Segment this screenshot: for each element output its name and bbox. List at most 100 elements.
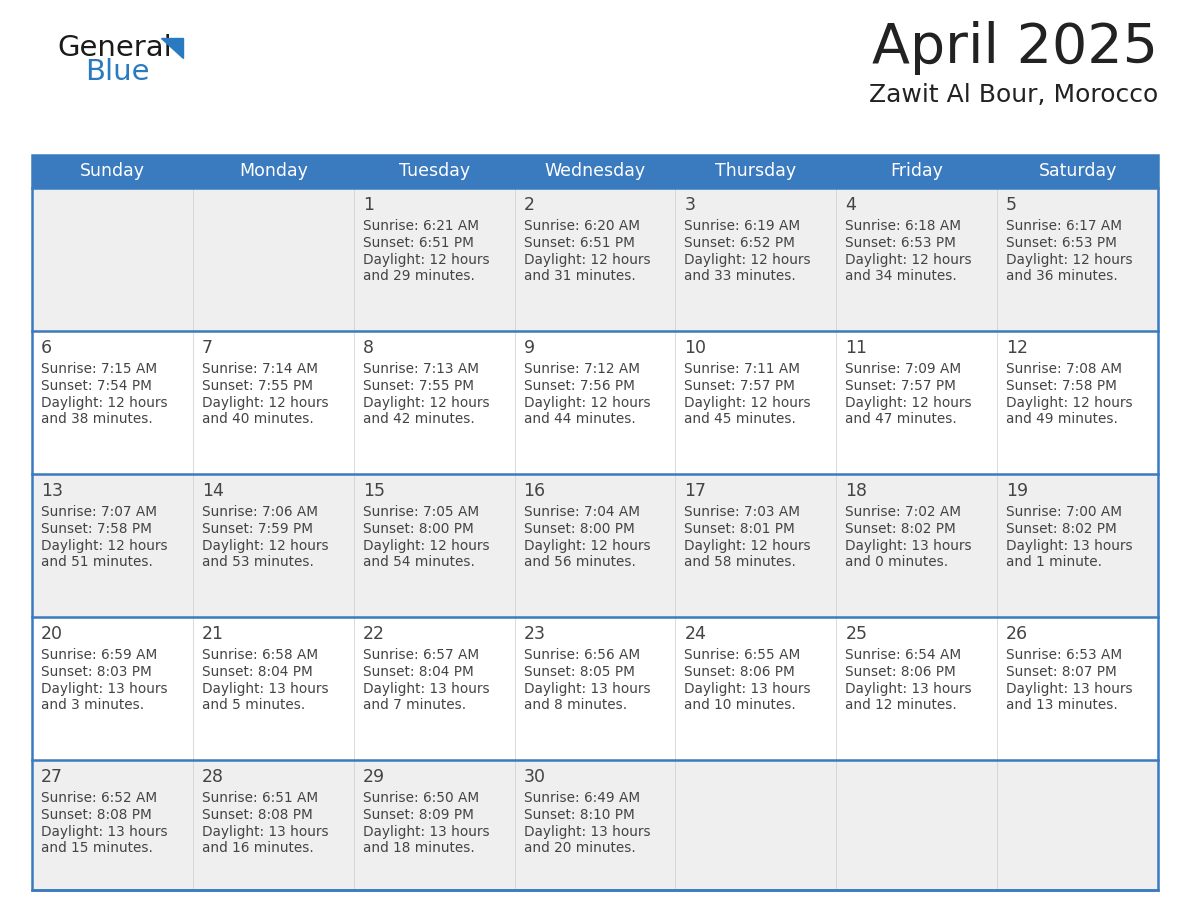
Text: Daylight: 13 hours: Daylight: 13 hours bbox=[1006, 682, 1133, 696]
Text: and 38 minutes.: and 38 minutes. bbox=[42, 412, 153, 426]
Text: Daylight: 13 hours: Daylight: 13 hours bbox=[362, 825, 489, 839]
Text: 6: 6 bbox=[42, 339, 52, 357]
Text: Daylight: 13 hours: Daylight: 13 hours bbox=[202, 825, 329, 839]
Text: Sunrise: 6:55 AM: Sunrise: 6:55 AM bbox=[684, 648, 801, 662]
Bar bbox=[32, 155, 1158, 890]
Text: Sunset: 7:59 PM: Sunset: 7:59 PM bbox=[202, 522, 312, 536]
Text: Sunset: 8:02 PM: Sunset: 8:02 PM bbox=[1006, 522, 1117, 536]
Text: 1: 1 bbox=[362, 196, 374, 214]
Text: Sunset: 8:01 PM: Sunset: 8:01 PM bbox=[684, 522, 795, 536]
Text: 17: 17 bbox=[684, 482, 707, 500]
Text: Daylight: 12 hours: Daylight: 12 hours bbox=[362, 253, 489, 267]
Text: Daylight: 13 hours: Daylight: 13 hours bbox=[42, 825, 168, 839]
Text: Sunset: 6:51 PM: Sunset: 6:51 PM bbox=[524, 236, 634, 250]
Text: Sunrise: 7:07 AM: Sunrise: 7:07 AM bbox=[42, 505, 157, 519]
Text: Daylight: 13 hours: Daylight: 13 hours bbox=[362, 682, 489, 696]
Text: and 47 minutes.: and 47 minutes. bbox=[846, 412, 958, 426]
Text: Sunrise: 6:52 AM: Sunrise: 6:52 AM bbox=[42, 791, 157, 805]
Text: Sunset: 8:04 PM: Sunset: 8:04 PM bbox=[362, 665, 474, 679]
Text: Sunset: 6:53 PM: Sunset: 6:53 PM bbox=[1006, 236, 1117, 250]
Text: 7: 7 bbox=[202, 339, 213, 357]
Text: Sunrise: 7:15 AM: Sunrise: 7:15 AM bbox=[42, 362, 157, 376]
Text: Sunset: 7:55 PM: Sunset: 7:55 PM bbox=[202, 379, 312, 393]
Text: and 51 minutes.: and 51 minutes. bbox=[42, 555, 153, 569]
Text: Daylight: 13 hours: Daylight: 13 hours bbox=[846, 682, 972, 696]
Bar bbox=[32, 617, 1158, 760]
Text: and 53 minutes.: and 53 minutes. bbox=[202, 555, 314, 569]
Text: and 29 minutes.: and 29 minutes. bbox=[362, 269, 474, 283]
Text: Sunrise: 7:13 AM: Sunrise: 7:13 AM bbox=[362, 362, 479, 376]
Text: 18: 18 bbox=[846, 482, 867, 500]
Text: Sunrise: 6:54 AM: Sunrise: 6:54 AM bbox=[846, 648, 961, 662]
Text: 30: 30 bbox=[524, 768, 545, 786]
Text: Daylight: 13 hours: Daylight: 13 hours bbox=[524, 825, 650, 839]
Text: and 56 minutes.: and 56 minutes. bbox=[524, 555, 636, 569]
Text: Sunrise: 6:51 AM: Sunrise: 6:51 AM bbox=[202, 791, 318, 805]
Text: Sunrise: 6:59 AM: Sunrise: 6:59 AM bbox=[42, 648, 157, 662]
Text: Sunset: 8:09 PM: Sunset: 8:09 PM bbox=[362, 808, 474, 822]
Text: Blue: Blue bbox=[86, 58, 150, 86]
Text: Sunrise: 7:04 AM: Sunrise: 7:04 AM bbox=[524, 505, 639, 519]
Text: Daylight: 12 hours: Daylight: 12 hours bbox=[524, 253, 650, 267]
Text: Saturday: Saturday bbox=[1038, 162, 1117, 181]
Text: Sunrise: 6:19 AM: Sunrise: 6:19 AM bbox=[684, 219, 801, 233]
Text: and 0 minutes.: and 0 minutes. bbox=[846, 555, 948, 569]
Text: Sunrise: 6:20 AM: Sunrise: 6:20 AM bbox=[524, 219, 639, 233]
Text: Sunset: 8:08 PM: Sunset: 8:08 PM bbox=[42, 808, 152, 822]
Text: and 45 minutes.: and 45 minutes. bbox=[684, 412, 796, 426]
Text: and 18 minutes.: and 18 minutes. bbox=[362, 841, 474, 855]
Text: Monday: Monday bbox=[239, 162, 308, 181]
Text: Sunrise: 7:12 AM: Sunrise: 7:12 AM bbox=[524, 362, 639, 376]
Polygon shape bbox=[162, 38, 183, 58]
Text: 19: 19 bbox=[1006, 482, 1029, 500]
Text: Sunset: 8:04 PM: Sunset: 8:04 PM bbox=[202, 665, 312, 679]
Bar bbox=[32, 155, 1158, 188]
Text: Sunrise: 7:05 AM: Sunrise: 7:05 AM bbox=[362, 505, 479, 519]
Text: 15: 15 bbox=[362, 482, 385, 500]
Text: Sunrise: 6:57 AM: Sunrise: 6:57 AM bbox=[362, 648, 479, 662]
Text: 9: 9 bbox=[524, 339, 535, 357]
Text: Daylight: 12 hours: Daylight: 12 hours bbox=[1006, 253, 1133, 267]
Text: 13: 13 bbox=[42, 482, 63, 500]
Text: Sunset: 8:06 PM: Sunset: 8:06 PM bbox=[846, 665, 956, 679]
Text: 10: 10 bbox=[684, 339, 707, 357]
Text: 28: 28 bbox=[202, 768, 223, 786]
Bar bbox=[32, 760, 1158, 890]
Text: Friday: Friday bbox=[890, 162, 943, 181]
Text: and 10 minutes.: and 10 minutes. bbox=[684, 698, 796, 712]
Text: Daylight: 12 hours: Daylight: 12 hours bbox=[684, 539, 811, 553]
Text: and 3 minutes.: and 3 minutes. bbox=[42, 698, 144, 712]
Text: and 42 minutes.: and 42 minutes. bbox=[362, 412, 474, 426]
Text: Daylight: 12 hours: Daylight: 12 hours bbox=[846, 253, 972, 267]
Text: Daylight: 13 hours: Daylight: 13 hours bbox=[42, 682, 168, 696]
Text: Sunset: 7:58 PM: Sunset: 7:58 PM bbox=[1006, 379, 1117, 393]
Text: Daylight: 13 hours: Daylight: 13 hours bbox=[684, 682, 811, 696]
Text: Daylight: 12 hours: Daylight: 12 hours bbox=[846, 396, 972, 410]
Text: Daylight: 12 hours: Daylight: 12 hours bbox=[202, 539, 329, 553]
Text: Daylight: 13 hours: Daylight: 13 hours bbox=[846, 539, 972, 553]
Text: and 31 minutes.: and 31 minutes. bbox=[524, 269, 636, 283]
Text: 4: 4 bbox=[846, 196, 857, 214]
Text: Wednesday: Wednesday bbox=[544, 162, 645, 181]
Text: Daylight: 12 hours: Daylight: 12 hours bbox=[362, 396, 489, 410]
Text: April 2025: April 2025 bbox=[872, 21, 1158, 75]
Text: and 34 minutes.: and 34 minutes. bbox=[846, 269, 958, 283]
Text: Sunset: 8:08 PM: Sunset: 8:08 PM bbox=[202, 808, 312, 822]
Text: Daylight: 12 hours: Daylight: 12 hours bbox=[524, 539, 650, 553]
Text: and 44 minutes.: and 44 minutes. bbox=[524, 412, 636, 426]
Bar bbox=[32, 188, 1158, 331]
Text: Sunrise: 6:50 AM: Sunrise: 6:50 AM bbox=[362, 791, 479, 805]
Text: Sunset: 8:05 PM: Sunset: 8:05 PM bbox=[524, 665, 634, 679]
Text: 11: 11 bbox=[846, 339, 867, 357]
Text: General: General bbox=[57, 34, 172, 62]
Text: 12: 12 bbox=[1006, 339, 1028, 357]
Text: 8: 8 bbox=[362, 339, 374, 357]
Text: Sunrise: 6:18 AM: Sunrise: 6:18 AM bbox=[846, 219, 961, 233]
Text: and 1 minute.: and 1 minute. bbox=[1006, 555, 1102, 569]
Text: Sunset: 8:03 PM: Sunset: 8:03 PM bbox=[42, 665, 152, 679]
Text: and 33 minutes.: and 33 minutes. bbox=[684, 269, 796, 283]
Text: and 15 minutes.: and 15 minutes. bbox=[42, 841, 153, 855]
Text: Sunrise: 6:56 AM: Sunrise: 6:56 AM bbox=[524, 648, 639, 662]
Text: Sunrise: 7:09 AM: Sunrise: 7:09 AM bbox=[846, 362, 961, 376]
Text: Sunset: 7:54 PM: Sunset: 7:54 PM bbox=[42, 379, 152, 393]
